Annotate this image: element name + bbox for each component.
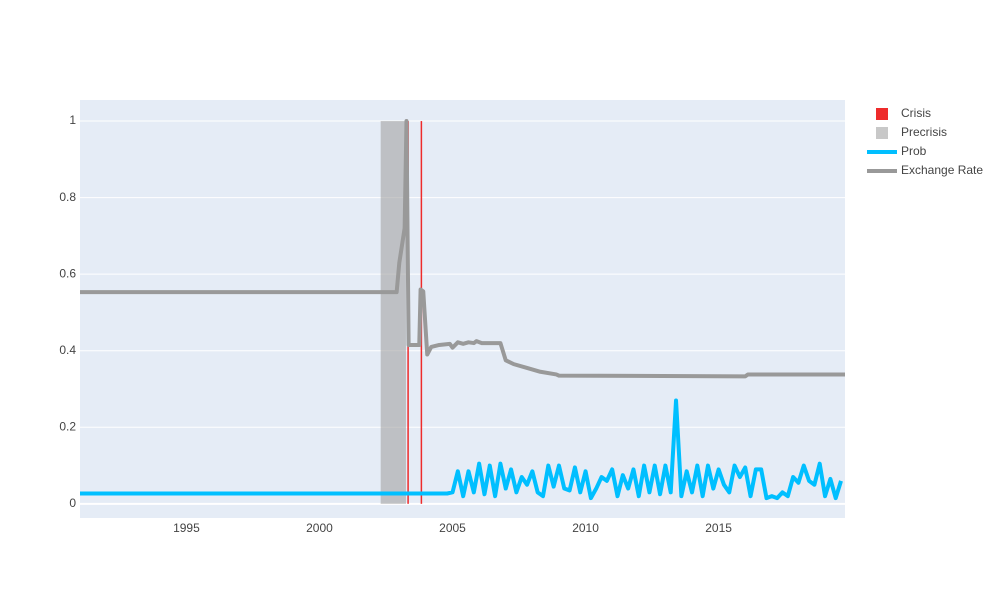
legend-label: Exchange Rate <box>901 163 983 177</box>
x-tick-label: 2010 <box>572 521 599 535</box>
y-tick-label: 0.8 <box>59 190 76 204</box>
legend-label: Precrisis <box>901 125 947 139</box>
legend-swatch <box>876 108 888 120</box>
line <box>80 398 843 501</box>
y-tick-label: 0.6 <box>59 266 76 280</box>
plot-layer <box>80 119 845 504</box>
precrisis-bar <box>380 121 406 504</box>
x-tick-label: 2000 <box>306 521 333 535</box>
y-tick-label: 0.2 <box>59 419 76 433</box>
y-tick-label: 1 <box>69 113 76 127</box>
x-tick-label: 2005 <box>439 521 466 535</box>
x-tick-label: 1995 <box>173 521 200 535</box>
x-tick-label: 2015 <box>705 521 732 535</box>
y-tick-label: 0.4 <box>59 343 76 357</box>
line <box>80 119 845 379</box>
legend-label: Prob <box>901 144 927 158</box>
legend-swatch <box>876 127 888 139</box>
plot-background <box>80 100 845 518</box>
legend-label: Crisis <box>901 106 931 120</box>
y-tick-label: 0 <box>69 496 76 510</box>
